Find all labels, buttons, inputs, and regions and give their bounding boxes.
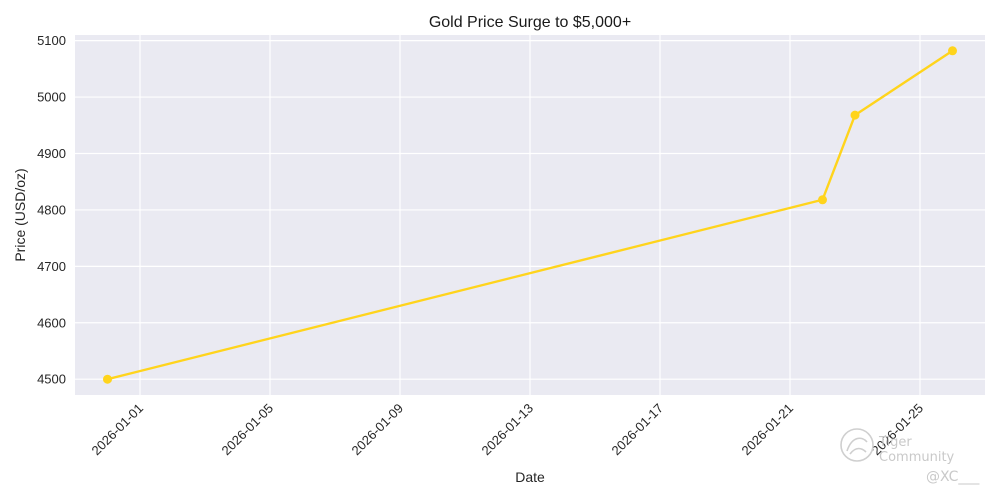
y-tick-label: 4700 (37, 259, 66, 274)
watermark-brand: Tiger Community (879, 435, 955, 465)
x-tick-label: 2026-01-21 (738, 401, 796, 459)
data-point (850, 110, 860, 120)
watermark: Tiger Community @XC___ (838, 424, 988, 494)
data-point (103, 374, 112, 384)
data-point (818, 195, 827, 205)
y-tick-label: 4900 (37, 146, 66, 161)
y-tick-label: 4600 (37, 315, 66, 330)
watermark-handle: @XC___ (926, 469, 980, 485)
y-tick-label: 4800 (37, 202, 66, 217)
series-line (107, 49, 954, 381)
y-tick-label: 4500 (37, 372, 66, 387)
y-axis-ticks: 4500 4600 4700 4800 4900 5000 5100 (37, 33, 66, 387)
data-point (948, 46, 957, 56)
x-tick-label: 2026-01-01 (88, 401, 146, 459)
y-tick-label: 5000 (37, 90, 66, 105)
chart-title: Gold Price Surge to $5,000+ (429, 14, 631, 31)
y-tick-label: 5100 (37, 33, 66, 48)
x-tick-label: 2026-01-17 (608, 401, 666, 459)
y-axis-label: Price (USD/oz) (12, 168, 28, 261)
tiger-logo-icon (840, 428, 874, 462)
x-tick-label: 2026-01-05 (218, 401, 276, 459)
x-tick-label: 2026-01-13 (478, 401, 536, 459)
series-gold-price (103, 46, 957, 384)
x-tick-label: 2026-01-09 (348, 401, 406, 459)
x-axis-label: Date (515, 469, 545, 485)
x-axis-ticks: 2026-01-01 2026-01-05 2026-01-09 2026-01-13… (88, 401, 926, 459)
grid (75, 35, 985, 395)
